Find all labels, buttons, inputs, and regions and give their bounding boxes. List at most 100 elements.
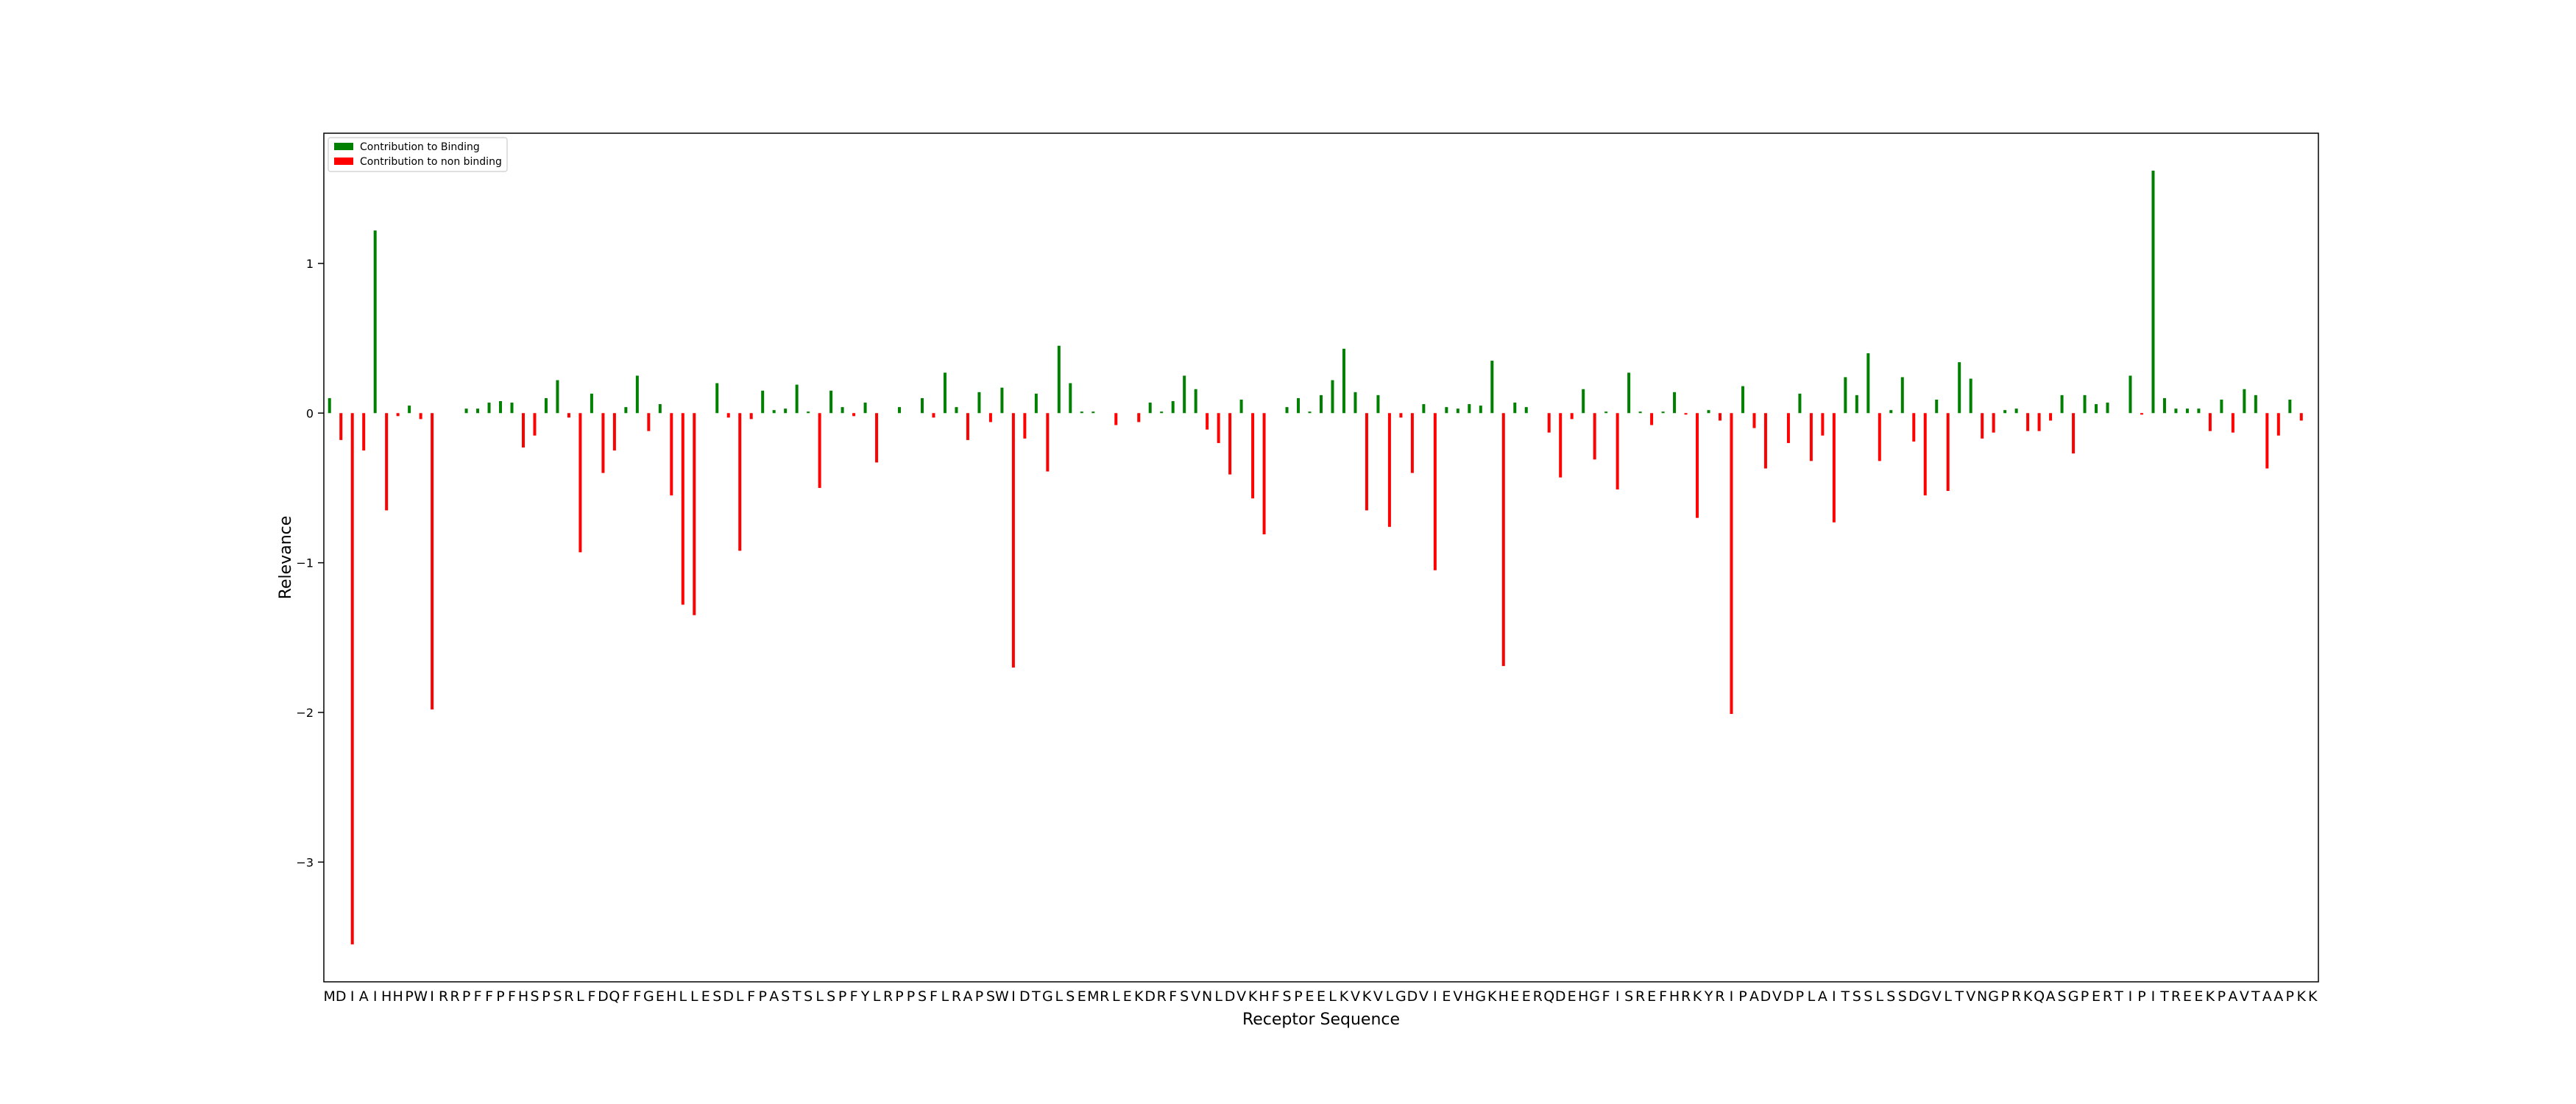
bar-binding (2254, 394, 2257, 414)
bar-non-binding (1410, 413, 1414, 473)
bar-non-binding (988, 413, 992, 422)
x-tick-label: F (508, 988, 516, 1005)
x-tick-label: V (2240, 988, 2249, 1005)
bar-non-binding (385, 413, 389, 511)
bar-binding (784, 408, 788, 414)
x-tick-label: R (450, 988, 459, 1005)
x-tick-label: P (542, 988, 550, 1005)
bar-non-binding (1137, 413, 1141, 422)
bar-binding (1604, 411, 1608, 414)
bar-non-binding (1719, 413, 1722, 421)
bar-non-binding (1399, 413, 1403, 418)
bar-non-binding (738, 413, 742, 551)
x-tick-label: H (1464, 988, 1474, 1005)
x-tick-label: S (1853, 988, 1861, 1005)
x-tick-label: K (1340, 988, 1349, 1005)
x-tick-label: Q (2034, 988, 2045, 1005)
bar-binding (624, 407, 628, 414)
x-axis-label: Receptor Sequence (1242, 1011, 1400, 1029)
bar-binding (2174, 408, 2178, 414)
bar-binding (1285, 407, 1289, 414)
bar-non-binding (2265, 413, 2269, 469)
bar-binding (795, 384, 799, 414)
x-tick-label: A (1749, 988, 1759, 1005)
bar-binding (658, 404, 662, 414)
x-tick-label: R (883, 988, 893, 1005)
x-tick-label: D (1908, 988, 1919, 1005)
bar-non-binding (431, 413, 434, 710)
x-tick-label: V (1453, 988, 1462, 1005)
x-tick-label: K (1693, 988, 1702, 1005)
bar-binding (1627, 372, 1631, 414)
x-tick-label: L (1328, 988, 1337, 1005)
x-tick-label: E (1522, 988, 1531, 1005)
bar-binding (1148, 403, 1152, 414)
bar-binding (955, 407, 958, 414)
x-tick-label: D (1225, 988, 1236, 1005)
bar-binding (2083, 394, 2087, 414)
bar-non-binding (1570, 413, 1574, 420)
x-tick-label: R (1635, 988, 1645, 1005)
x-tick-label: P (758, 988, 766, 1005)
bar-binding (2151, 170, 2155, 414)
x-tick-label: R (1715, 988, 1724, 1005)
bar-binding (1160, 411, 1164, 414)
bar-binding (829, 390, 833, 414)
bar-binding (328, 397, 331, 414)
bar-non-binding (2299, 413, 2303, 421)
x-tick-label: R (952, 988, 961, 1005)
x-tick-label: E (701, 988, 710, 1005)
x-tick-label: S (1898, 988, 1907, 1005)
x-tick-label: K (1248, 988, 1258, 1005)
bar-non-binding (396, 413, 400, 417)
bar-binding (1308, 411, 1312, 414)
bar-binding (1034, 393, 1038, 414)
x-tick-label: K (2297, 988, 2307, 1005)
bar-non-binding (966, 413, 969, 440)
bar-non-binding (1262, 413, 1266, 534)
x-tick-label: S (918, 988, 927, 1005)
x-tick-label: F (474, 988, 482, 1005)
bar-non-binding (932, 413, 935, 418)
bar-binding (635, 375, 639, 414)
bar-binding (1354, 392, 1357, 414)
bar-binding (1239, 399, 1243, 414)
x-tick-label: S (2058, 988, 2067, 1005)
legend: Contribution to Binding Contribution to … (328, 137, 508, 172)
x-tick-label: K (2023, 988, 2033, 1005)
x-tick-label: P (2081, 988, 2089, 1005)
x-tick-label: V (1419, 988, 1429, 1005)
bar-binding (510, 403, 514, 414)
bar-binding (1707, 410, 1710, 414)
bar-binding (1194, 389, 1197, 414)
bar-binding (373, 230, 377, 414)
bar-binding (2060, 394, 2064, 414)
x-tick-label: I (1730, 988, 1734, 1005)
x-tick-label: I (1832, 988, 1836, 1005)
x-tick-label: H (1498, 988, 1509, 1005)
bar-non-binding (2037, 413, 2041, 431)
bar-non-binding (1011, 413, 1015, 668)
x-tick-label: H (393, 988, 403, 1005)
x-tick-label: D (336, 988, 347, 1005)
bar-non-binding (419, 413, 422, 420)
x-tick-label: A (2274, 988, 2283, 1005)
x-tick-label: T (2251, 988, 2260, 1005)
x-tick-label: D (1019, 988, 1030, 1005)
bar-non-binding (1878, 413, 1881, 461)
bar-non-binding (601, 413, 605, 473)
bar-binding (761, 390, 765, 414)
x-tick-label: D (1144, 988, 1156, 1005)
bars-layer (328, 170, 2303, 945)
bar-non-binding (1217, 413, 1220, 443)
x-tick-label: H (1259, 988, 1269, 1005)
x-tick-label: H (666, 988, 676, 1005)
bar-binding (1524, 407, 1528, 414)
bar-binding (1958, 362, 1961, 414)
bar-non-binding (1832, 413, 1836, 523)
bar-non-binding (1821, 413, 1825, 436)
bar-binding (1456, 408, 1459, 414)
x-tick-label: E (1568, 988, 1577, 1005)
bar-binding (841, 407, 844, 414)
bar-binding (590, 393, 593, 414)
